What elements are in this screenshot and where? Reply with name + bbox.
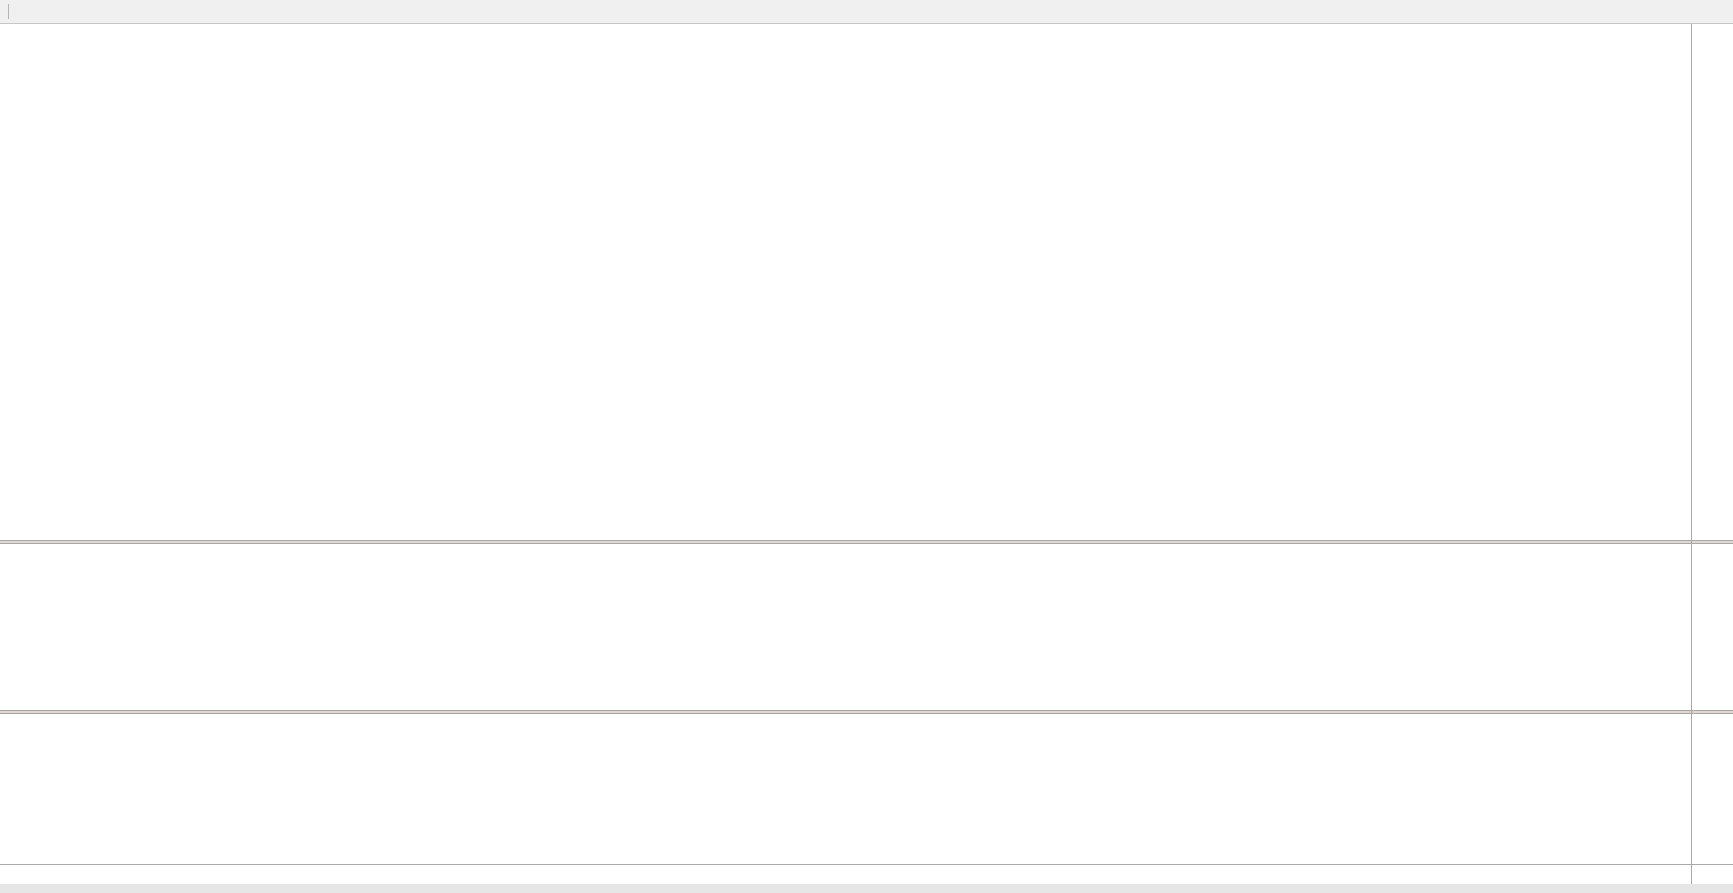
time-axis[interactable] [0, 864, 1733, 884]
support-price-badge [1692, 24, 1732, 26]
price-pane [0, 24, 1733, 540]
axis-separator-line [1691, 24, 1692, 884]
horizontal-scrollbar[interactable] [0, 884, 1733, 893]
rsi-pane [0, 714, 1733, 864]
chart-window [0, 24, 1733, 893]
rsi-label [5, 717, 11, 729]
pane-splitter[interactable] [0, 540, 1733, 544]
rsi-chart-canvas[interactable] [0, 714, 1691, 864]
macd-pane [0, 544, 1733, 710]
chart-title [5, 27, 14, 39]
price-chart-canvas[interactable] [0, 24, 1691, 540]
top-toolbar [0, 0, 1733, 24]
macd-label [5, 547, 17, 559]
toolbar-separator [8, 4, 9, 19]
pane-splitter[interactable] [0, 710, 1733, 714]
macd-chart-canvas[interactable] [0, 544, 1691, 710]
